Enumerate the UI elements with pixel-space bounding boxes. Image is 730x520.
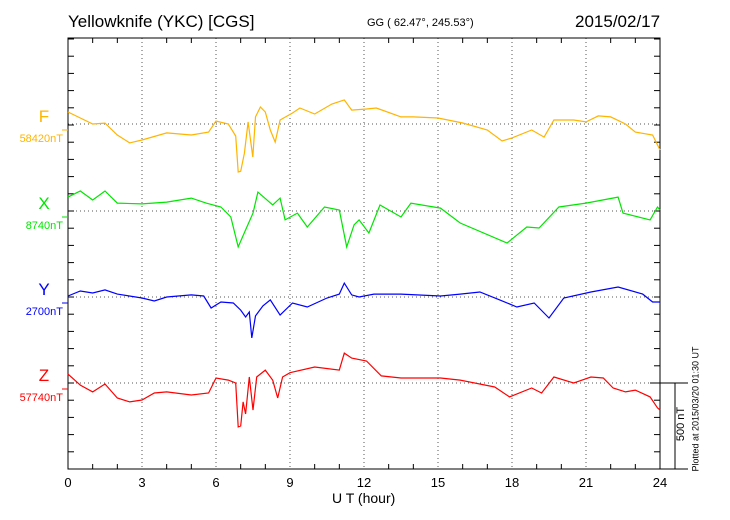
series-name-y: Y <box>38 280 49 299</box>
series-line-y <box>67 281 660 338</box>
station-title: Yellowknife (YKC) [CGS] <box>68 12 255 31</box>
scale-bar-label: 500 nT <box>675 406 688 442</box>
x-tick-label: 24 <box>653 475 667 490</box>
x-tick-label: 21 <box>579 475 593 490</box>
x-tick-label: 6 <box>212 475 219 490</box>
series-name-f: F <box>39 107 49 126</box>
x-tick-label: 3 <box>138 475 145 490</box>
x-tick-label: 12 <box>357 475 371 490</box>
series-baseline-z: 57740nT <box>20 392 64 404</box>
series-line-f <box>67 99 661 173</box>
plot-frame <box>67 37 661 470</box>
series-baseline-y: 2700nT <box>26 306 64 318</box>
x-axis-label: U T (hour) <box>332 490 396 506</box>
series-name-z: Z <box>39 366 49 385</box>
x-tick-label: 18 <box>505 475 519 490</box>
geographic-coords: GG ( 62.47°, 245.53°) <box>367 17 474 29</box>
series-baseline-f: 58420nT <box>20 133 64 145</box>
series-baseline-x: 8740nT <box>26 220 64 232</box>
series-line-x <box>67 190 661 250</box>
x-tick-label: 9 <box>286 475 293 490</box>
plotted-timestamp: Plotted at 2015/03/20 01:30 UT <box>690 346 701 472</box>
series-line-z <box>67 352 661 428</box>
x-tick-label: 15 <box>431 475 445 490</box>
x-tick-label: 0 <box>64 475 71 490</box>
series-name-x: X <box>38 194 49 213</box>
plot-date: 2015/02/17 <box>575 12 661 31</box>
